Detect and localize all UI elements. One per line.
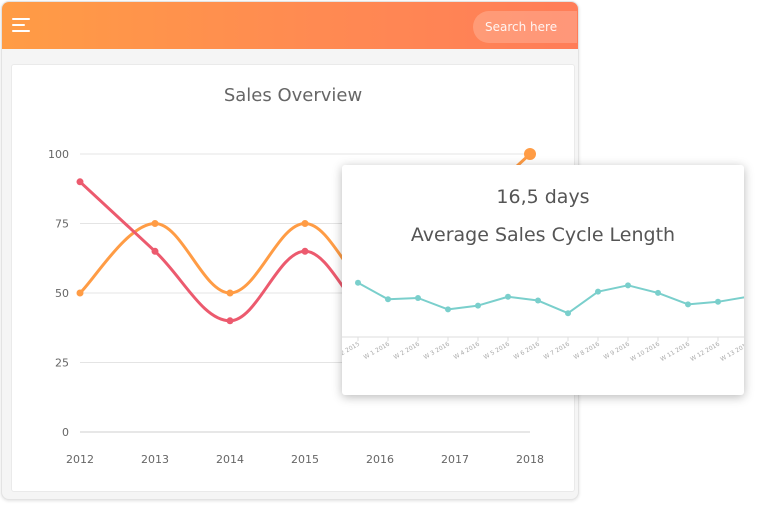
y-tick-label: 100 <box>48 148 69 161</box>
cycle-series-point <box>355 279 361 286</box>
week-tick-label: W 5 2016 <box>483 341 512 362</box>
week-tick-label: W 4 2016 <box>453 341 482 362</box>
x-tick-label: 2016 <box>366 453 394 466</box>
series-0-point <box>76 289 84 297</box>
x-tick-label: 2015 <box>291 453 319 466</box>
x-tick-label: 2017 <box>441 453 469 466</box>
cycle-series-point <box>685 301 691 308</box>
menu-line <box>12 24 25 26</box>
cycle-series-point <box>475 302 481 309</box>
series-0-point <box>524 148 536 160</box>
week-tick-label: W 9 2016 <box>603 341 632 362</box>
y-tick-label: 75 <box>55 218 69 231</box>
series-1-point <box>301 247 309 255</box>
search-box <box>473 11 577 43</box>
x-tick-label: 2013 <box>141 453 169 466</box>
week-tick-label: W 3 2016 <box>423 341 452 362</box>
week-tick-label: W 12 2016 <box>689 341 721 363</box>
cycle-series-line <box>357 281 744 315</box>
cycle-series-point <box>655 289 661 296</box>
cycle-series-point <box>415 295 421 301</box>
series-1-point <box>226 317 234 325</box>
week-tick-label: W 6 2016 <box>513 341 542 362</box>
menu-line <box>12 30 30 32</box>
x-tick-label: 2018 <box>516 453 544 466</box>
top-bar <box>2 2 578 49</box>
cycle-series-point <box>715 298 721 305</box>
week-tick-label: W 7 2016 <box>543 341 572 362</box>
series-0-point <box>301 220 309 227</box>
x-tick-label: 2012 <box>66 453 94 466</box>
sales-cycle-popup: 16,5 days Average Sales Cycle Length W 5… <box>342 165 744 395</box>
menu-line <box>12 18 30 20</box>
average-cycle-value: 16,5 days <box>496 186 590 208</box>
y-tick-label: 0 <box>62 426 69 439</box>
average-cycle-label: Average Sales Cycle Length <box>410 224 676 246</box>
week-tick-label: W 52 2015 <box>342 341 361 363</box>
week-tick-label: W 8 2016 <box>573 341 602 362</box>
search-input[interactable] <box>485 11 573 43</box>
x-tick-label: 2014 <box>216 453 244 466</box>
y-tick-label: 50 <box>55 287 69 300</box>
cycle-series-point <box>595 288 601 295</box>
y-tick-label: 25 <box>55 357 69 370</box>
cycle-series-point <box>385 296 391 303</box>
series-0-point <box>226 289 234 297</box>
week-tick-label: W 2 2016 <box>393 341 422 362</box>
week-tick-label: W 13 2016 <box>719 341 744 363</box>
week-tick-label: W 10 2016 <box>629 341 661 363</box>
cycle-series-point <box>505 293 511 300</box>
hamburger-menu-icon[interactable] <box>12 18 30 32</box>
cycle-series-point <box>445 306 451 313</box>
series-0-point <box>151 220 159 227</box>
series-1-point <box>76 178 84 186</box>
cycle-series-point <box>625 282 631 289</box>
week-tick-label: W 11 2016 <box>659 341 691 363</box>
cycle-series-point <box>535 297 541 304</box>
chart-title: Sales Overview <box>223 85 363 106</box>
week-tick-label: W 1 2016 <box>363 341 392 362</box>
series-1-point <box>151 247 159 255</box>
cycle-series-point <box>565 310 571 317</box>
